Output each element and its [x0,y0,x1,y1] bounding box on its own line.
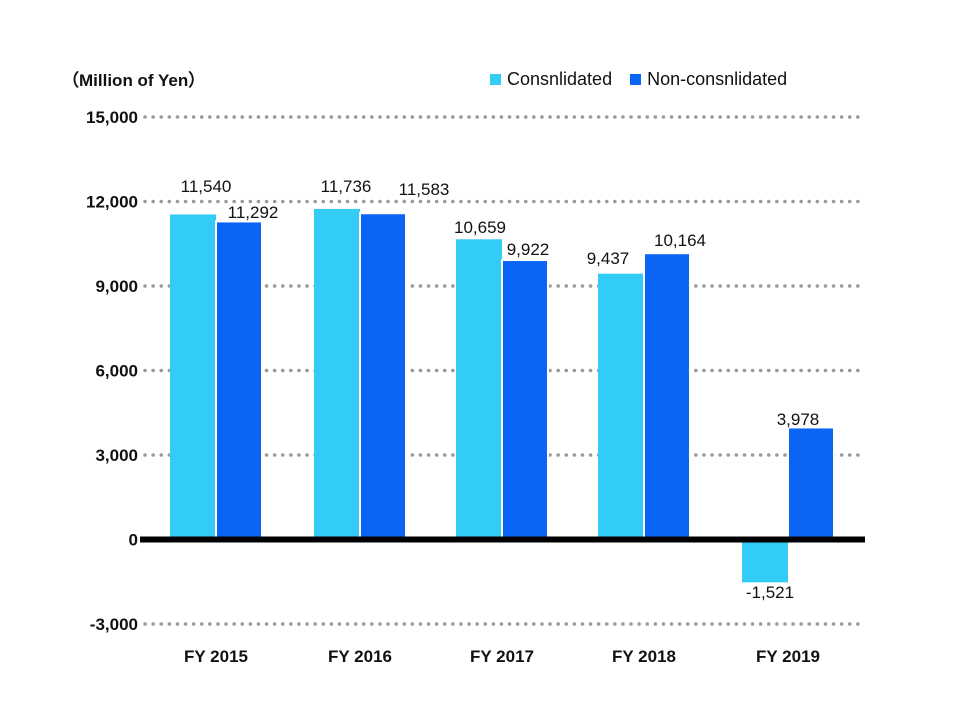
bar-non-consolidated [787,426,835,541]
data-label-non-consolidated: 11,292 [228,203,279,222]
x-category-label: FY 2019 [756,647,820,666]
x-category-label: FY 2016 [328,647,392,666]
data-label-consolidated: -1,521 [746,583,794,602]
legend-item-consolidated: Consnlidated [490,69,612,90]
data-label-consolidated: 11,540 [181,177,232,196]
x-category-label: FY 2018 [612,647,676,666]
bar-consolidated [742,539,788,583]
x-category-label: FY 2017 [470,647,534,666]
y-tick-label: 15,000 [86,108,138,127]
y-tick-label: 3,000 [95,446,138,465]
bar-non-consolidated [501,259,549,541]
bar-consolidated [598,273,644,540]
data-label-consolidated: 11,736 [321,177,372,196]
y-tick-label: 0 [129,531,138,550]
y-tick-label: 9,000 [95,277,138,296]
data-label-non-consolidated: 9,922 [507,240,550,259]
bar-non-consolidated [215,220,263,541]
y-tick-label: 6,000 [95,362,138,381]
data-label-consolidated: 9,437 [587,249,630,268]
legend-swatch-consolidated [490,74,501,85]
legend-item-non-consolidated: Non-consnlidated [630,69,787,90]
bar-non-consolidated [643,252,691,541]
x-category-label: FY 2015 [184,647,248,666]
y-tick-label: -3,000 [90,615,138,634]
legend-label-consolidated: Consnlidated [507,69,613,89]
data-label-non-consolidated: 11,583 [399,180,450,199]
legend-swatch-non-consolidated [630,74,642,85]
bar-consolidated [456,239,502,540]
legend: Consnlidated Non-consnlidated [490,69,787,90]
data-label-non-consolidated: 3,978 [777,410,820,429]
y-tick-label: 12,000 [86,193,138,212]
bar-consolidated [170,214,216,540]
bar-non-consolidated [359,212,407,541]
data-label-non-consolidated: 10,164 [654,231,706,250]
legend-label-non-consolidated: Non-consnlidated [647,69,788,89]
bar-consolidated [314,208,360,540]
unit-label: （Million of Yen） [62,71,206,90]
data-label-consolidated: 10,659 [454,218,506,237]
